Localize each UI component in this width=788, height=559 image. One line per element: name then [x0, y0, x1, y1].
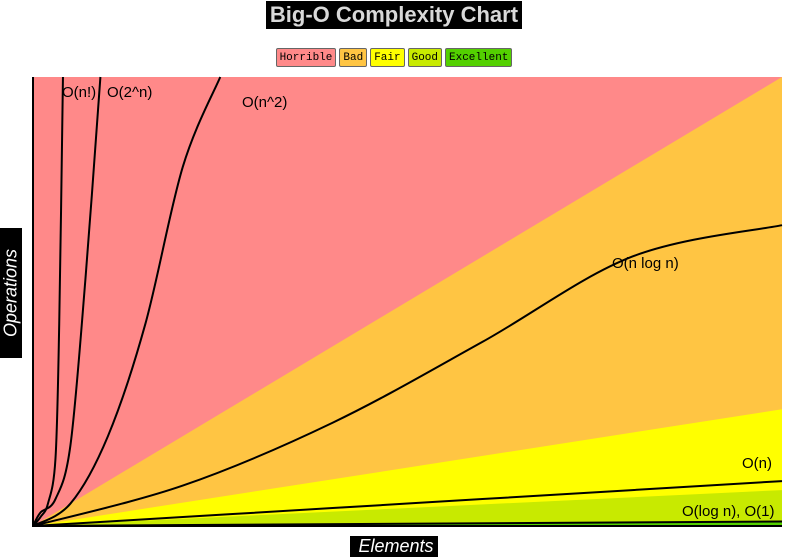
legend-item-excellent: Excellent — [445, 48, 513, 67]
legend-item-horrible: Horrible — [275, 48, 337, 67]
curve-label-o-n: O(n) — [742, 455, 772, 472]
region-bad — [33, 77, 782, 526]
chart-title-text: Big-O Complexity Chart — [265, 1, 523, 29]
region-good — [33, 490, 782, 526]
curve-label-o-n-log-n: O(n log n) — [612, 255, 679, 272]
curve-o-2-n — [32, 76, 102, 527]
legend-item-bad: Bad — [339, 48, 368, 67]
chart-title: Big-O Complexity Chart — [0, 1, 788, 29]
complexity-curves — [32, 76, 783, 527]
curve-label-o-2-n: O(2^n) — [107, 84, 152, 101]
region-fair — [33, 409, 782, 526]
legend-item-good: Good — [407, 48, 442, 67]
y-axis-label-text: Operations — [0, 248, 21, 338]
curve-o-n — [32, 76, 64, 527]
axes — [32, 77, 782, 527]
curve-label-o-n-2: O(n^2) — [242, 94, 287, 111]
x-axis-label-text: Elements — [350, 536, 438, 557]
legend-item-fair: Fair — [370, 48, 405, 67]
y-axis-label: Operations — [0, 228, 22, 358]
curve-o-n-2 — [32, 76, 222, 527]
curve-o-n — [32, 480, 783, 527]
x-axis-label: Elements — [0, 536, 788, 557]
curve-o-n-log-n — [32, 224, 783, 527]
legend: Horrible Bad Fair Good Excellent — [0, 48, 788, 67]
curve-label-o-n: O(n!) — [62, 84, 96, 101]
curve-labels: O(log n), O(1) O(n) O(n log n) O(n^2) O(2^n)… — [62, 84, 775, 520]
curve-label-o-log-n-o-1: O(log n), O(1) — [682, 503, 775, 520]
complexity-regions — [33, 77, 782, 526]
